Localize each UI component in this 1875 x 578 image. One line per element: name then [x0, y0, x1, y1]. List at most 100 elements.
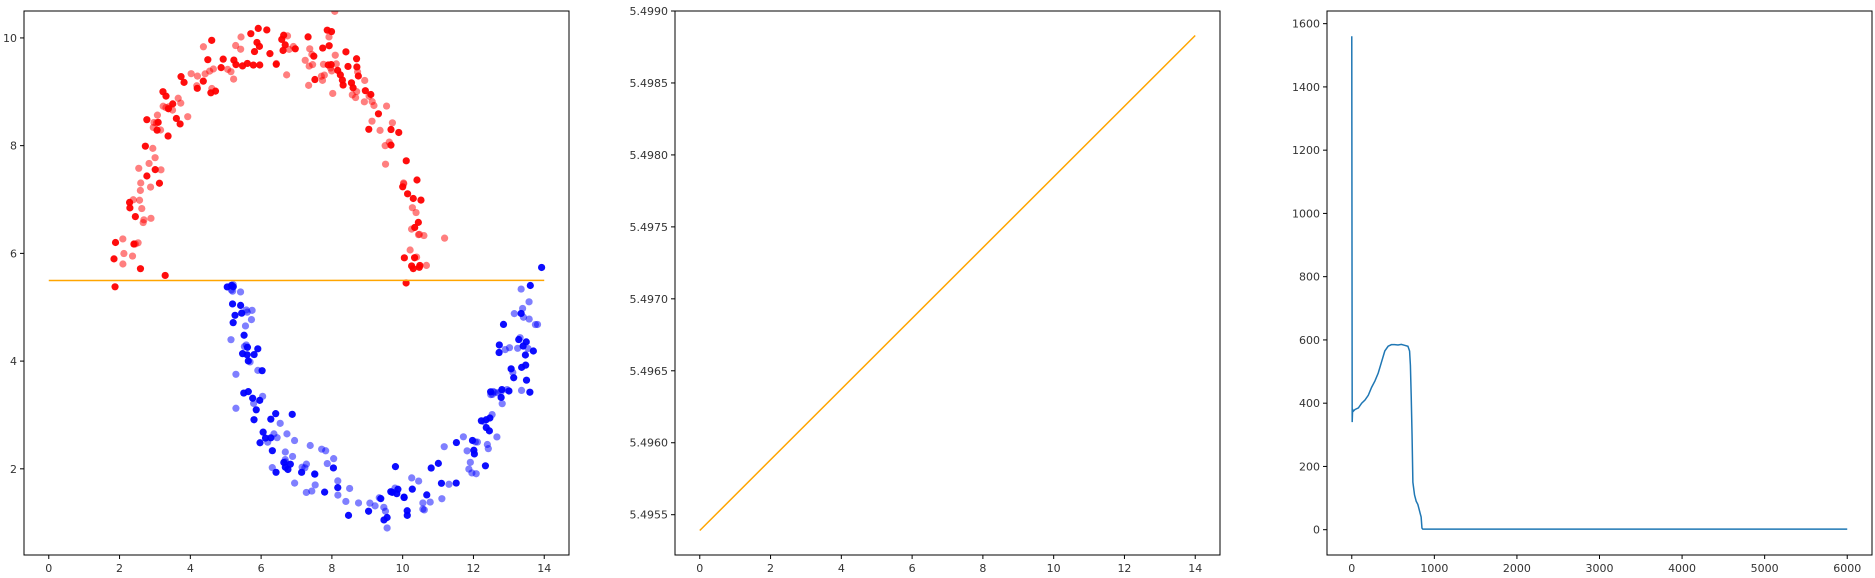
scatter-point	[204, 56, 212, 64]
scatter-point	[408, 485, 416, 493]
scatter-point	[283, 71, 291, 79]
scatter-point	[232, 370, 240, 378]
scatter-point	[329, 89, 337, 98]
scatter-point	[310, 52, 318, 60]
axes-frame	[23, 10, 570, 556]
scatter-point	[290, 436, 299, 445]
y-tick-label: 2	[10, 463, 17, 476]
scatter-point	[346, 484, 354, 493]
scatter-point	[184, 113, 192, 121]
scatter-point	[501, 345, 509, 354]
middle-line-panel: 0 2 4 6 8 10 12 14 5.4955 5.4960 5.4965 5.4970 5.497…	[630, 5, 1221, 575]
x-tick-label: 8	[979, 562, 986, 575]
y-tick-label: 10	[3, 32, 17, 45]
scatter-point	[538, 263, 546, 272]
scatter-point	[354, 68, 362, 76]
scatter-point	[164, 132, 172, 140]
scatter-point	[493, 433, 501, 441]
scatter-point	[342, 48, 350, 56]
x-tick-label: 2	[116, 562, 123, 575]
x-tick-label: 14	[537, 562, 551, 575]
scatter-point	[497, 387, 505, 396]
scatter-point	[522, 338, 530, 346]
scatter-point	[111, 238, 120, 247]
scatter-point	[281, 448, 289, 456]
scatter-point	[388, 119, 397, 127]
scatter-point	[146, 183, 155, 191]
scatter-point	[129, 196, 137, 204]
x-tick-label: 4000	[1668, 562, 1696, 575]
scatter-point	[283, 430, 291, 438]
scatter-point	[426, 498, 434, 506]
scatter-point	[252, 406, 260, 414]
scatter-point	[437, 479, 446, 487]
scatter-point	[406, 246, 414, 254]
scatter-point	[249, 394, 257, 402]
scatter-point	[193, 72, 202, 80]
scatter-point	[284, 465, 292, 474]
scatter-point	[256, 439, 264, 447]
scatter-point	[267, 415, 275, 423]
scatter-point	[427, 464, 435, 472]
scatter-point	[273, 434, 281, 442]
scatter-point	[438, 495, 446, 503]
y-tick-label: 5.4990	[630, 5, 669, 18]
scatter-point	[311, 470, 319, 478]
scatter-point	[374, 110, 383, 118]
x-tick-label: 0	[1348, 562, 1355, 575]
scatter-point	[519, 304, 527, 313]
x-tick-label: 4	[187, 562, 194, 575]
scatter-point	[256, 61, 264, 69]
scatter-point	[259, 428, 267, 436]
scatter-point	[507, 365, 515, 373]
scatter-point	[311, 481, 319, 489]
scatter-point	[481, 462, 490, 470]
scatter-point	[232, 41, 240, 50]
scatter-point	[136, 186, 144, 195]
scatter-point	[360, 98, 368, 106]
scatter-point	[242, 341, 250, 349]
scatter-point	[128, 252, 137, 260]
x-tick-label: 10	[1047, 562, 1061, 575]
scatter-point	[423, 491, 431, 499]
scatter-point	[143, 116, 151, 124]
scatter-point	[452, 438, 460, 447]
scatter-point	[153, 111, 162, 119]
scatter-point	[515, 335, 523, 344]
scatter-point	[331, 51, 339, 59]
x-tick-label: 3000	[1586, 562, 1614, 575]
scatter-point	[395, 128, 403, 137]
scatter-point	[250, 416, 258, 424]
scatter-point	[368, 98, 376, 106]
y-tick-label: 6	[10, 247, 17, 260]
scatter-point	[193, 82, 201, 90]
scatter-point	[381, 507, 390, 515]
scatter-point	[232, 404, 240, 412]
plot-area	[48, 11, 546, 532]
axes-frame	[674, 10, 1221, 556]
scatter-point	[383, 524, 391, 532]
scatter-point	[331, 11, 339, 15]
scatter-point	[243, 351, 251, 359]
scatter-point	[402, 157, 410, 165]
scatter-point	[486, 414, 494, 422]
scatter-point	[201, 70, 209, 78]
scatter-point	[529, 347, 537, 355]
scatter-point	[119, 235, 127, 243]
scatter-point	[217, 64, 225, 72]
scatter-point	[228, 281, 236, 289]
scatter-point	[230, 56, 238, 64]
scatter-point	[281, 41, 289, 49]
scatter-point	[399, 183, 407, 191]
scatter-point	[305, 62, 313, 70]
x-tick-label: 6	[258, 562, 265, 575]
scatter-point	[518, 363, 526, 371]
scatter-point	[176, 120, 184, 128]
scatter-point	[259, 392, 267, 400]
scatter-point	[147, 214, 155, 222]
x-tick-label: 4	[838, 562, 845, 575]
y-tick-label: 1600	[1292, 18, 1320, 31]
scatter-point	[525, 298, 533, 306]
scatter-point	[521, 351, 530, 359]
scatter-point	[342, 497, 350, 506]
